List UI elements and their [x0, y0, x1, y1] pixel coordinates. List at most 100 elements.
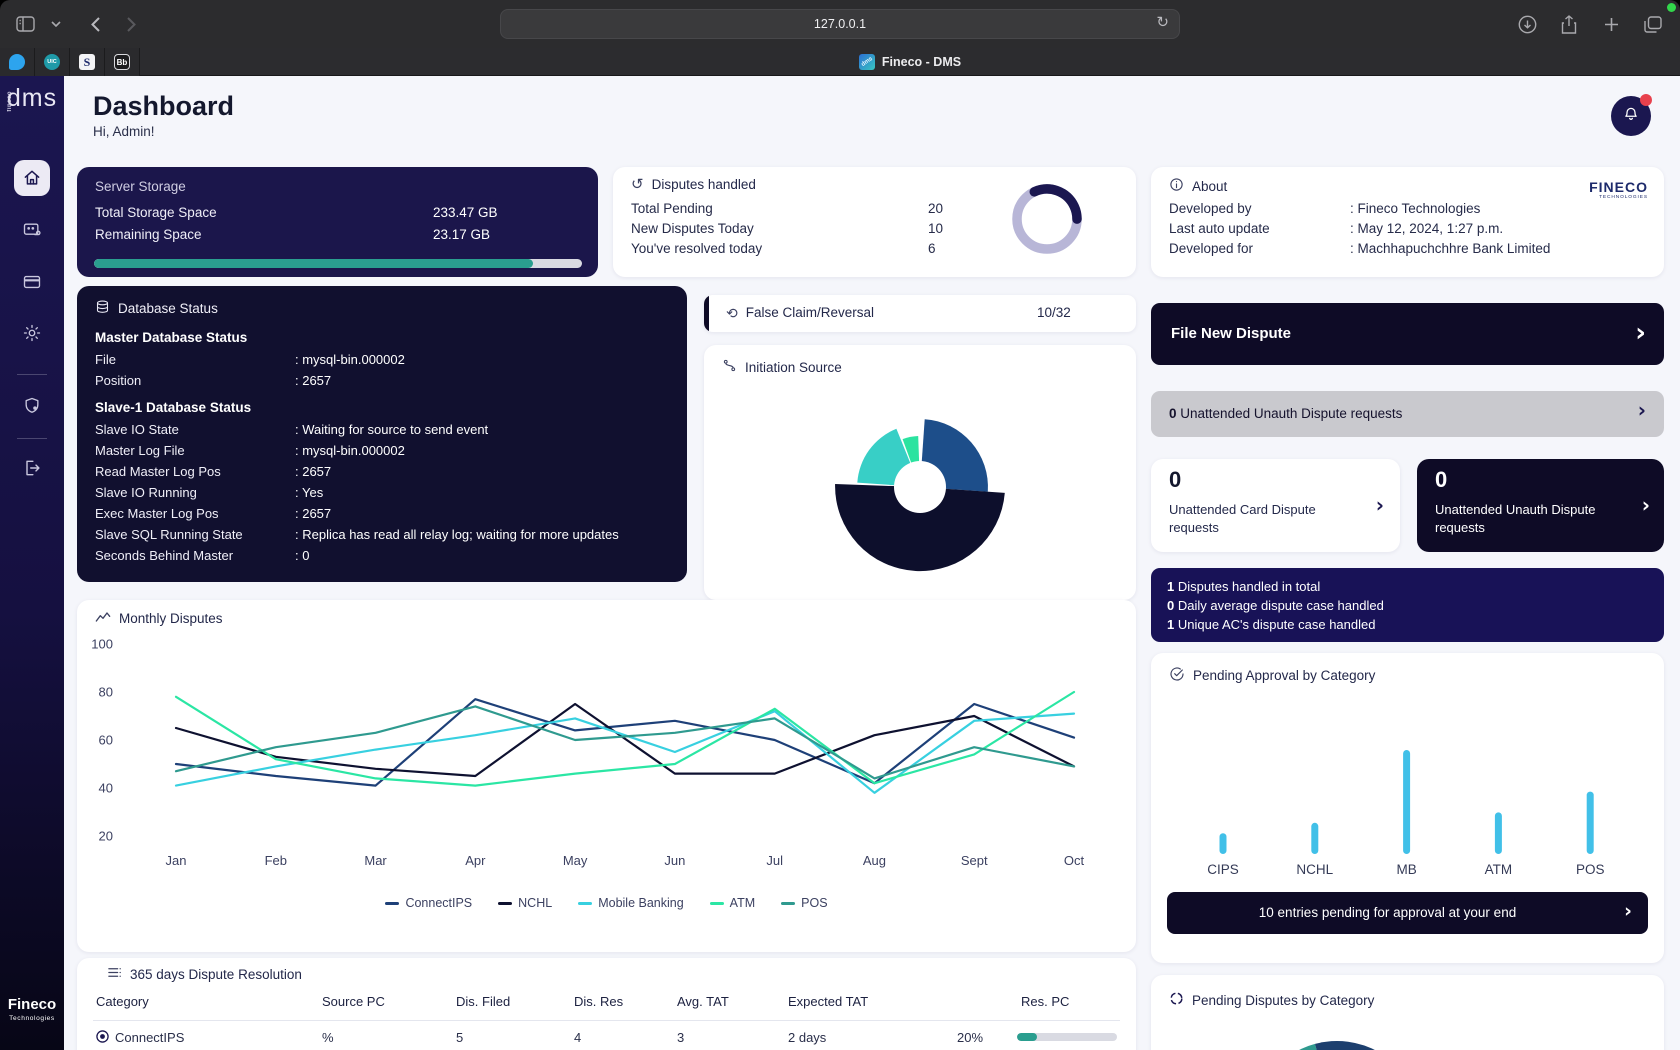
res-pc-bar	[1017, 1033, 1117, 1041]
url-text: 127.0.0.1	[813, 17, 867, 31]
disputes-row: You've resolved today 6	[631, 241, 936, 256]
share-icon[interactable]	[1558, 13, 1580, 35]
check-circle-icon	[1169, 666, 1185, 685]
svg-text:Aug: Aug	[863, 853, 886, 868]
unauth-dispute-requests-card[interactable]: 0 Unattended Unauth Dispute requests ›	[1417, 459, 1664, 552]
db-row: Seconds Behind Master: 0	[95, 548, 310, 563]
pending-entries-button[interactable]: 10 entries pending for approval at your …	[1167, 892, 1648, 934]
svg-text:POS: POS	[1576, 862, 1605, 877]
disputes-row: New Disputes Today 10	[631, 221, 944, 236]
initiation-source-card: Initiation Source	[704, 345, 1136, 600]
notifications-button[interactable]	[1611, 94, 1652, 136]
tab-title: Fineco - DMS	[881, 54, 962, 69]
bb-favicon: Bb	[114, 54, 130, 70]
sidebar-divider	[17, 374, 47, 375]
svg-text:80: 80	[99, 685, 113, 700]
card-dispute-requests-card[interactable]: 0 Unattended Card Dispute requests ›	[1151, 459, 1400, 552]
svg-text:Sept: Sept	[961, 853, 988, 868]
pinned-tab-s[interactable]: S	[70, 48, 105, 76]
svg-text:Oct: Oct	[1064, 853, 1085, 868]
app-logo-prefix: fineco	[7, 91, 13, 112]
cell-source-pc: %	[322, 1030, 334, 1045]
chevron-right-icon: ›	[1624, 900, 1632, 922]
tab-fineco-dms[interactable]: dms Fineco - DMS	[140, 48, 1680, 75]
column-header: Expected TAT	[788, 994, 869, 1009]
unauth-banner[interactable]: 0 Unattended Unauth Dispute requests ›	[1151, 391, 1664, 437]
monthly-disputes-card: Monthly Disputes 100 80 60 40 20 Jan Feb Mar Apr…	[77, 600, 1136, 952]
downloads-icon[interactable]	[1516, 13, 1538, 35]
db-row: Position: 2657	[95, 373, 332, 388]
sidebar-item-disputes[interactable]	[14, 212, 50, 248]
app-page: fineco dms Fineco Technologies Dashboard…	[0, 76, 1680, 1050]
chevron-right-icon: ›	[1641, 493, 1650, 517]
disputes-icon	[22, 220, 42, 240]
refresh-icon[interactable]: ↻	[1156, 14, 1169, 31]
browser-titlebar: 127.0.0.1 ↻	[0, 0, 1680, 48]
legend-item: ConnectIPS	[385, 896, 472, 910]
logout-icon	[22, 458, 42, 478]
notification-badge-dot	[1640, 94, 1652, 106]
pending-approval-bars: CIPS NCHL MB ATM POS	[1207, 750, 1605, 877]
chevron-right-icon: ›	[1635, 318, 1646, 348]
about-row: Last auto update: May 12, 2024, 1:27 p.m…	[1169, 221, 1504, 236]
chevron-right-icon: ›	[1637, 398, 1646, 422]
count-value: 0	[1435, 467, 1448, 492]
chevron-down-icon[interactable]	[50, 13, 62, 35]
bell-icon	[1622, 105, 1640, 128]
pending-approval-card: Pending Approval by Category CIPS NCHL MB A…	[1151, 653, 1664, 963]
false-claim-banner[interactable]: ⟲ False Claim/Reversal 10/32	[704, 295, 1136, 332]
legend-item: POS	[781, 896, 828, 910]
sidebar-divider	[17, 438, 47, 439]
pinned-tab-bb[interactable]: Bb	[105, 48, 140, 76]
svg-text:Mar: Mar	[364, 853, 387, 868]
uic-favicon: UIC	[44, 54, 60, 70]
disputes-row: Total Pending 20	[631, 201, 944, 216]
back-icon[interactable]	[84, 13, 106, 35]
file-new-dispute-button[interactable]: File New Dispute ›	[1151, 303, 1664, 365]
sidebar-item-home[interactable]	[14, 160, 50, 196]
sidebar-toggle-icon[interactable]	[14, 13, 36, 35]
sidebar-item-cards[interactable]	[14, 264, 50, 300]
unauth-banner-text: 0 Unattended Unauth Dispute requests	[1169, 406, 1403, 421]
db-row: Exec Master Log Pos: 2657	[95, 506, 332, 521]
about-row: Developed for: Machhapuchchhre Bank Limi…	[1169, 241, 1551, 256]
count-label: Unattended Unauth Dispute requests	[1435, 502, 1596, 535]
forward-icon[interactable]	[120, 13, 142, 35]
sidebar-item-logout[interactable]	[14, 450, 50, 486]
pending-disputes-card: Pending Disputes by Category	[1151, 975, 1664, 1050]
cell-res-pc: 20%	[957, 1030, 984, 1045]
app-logo-text: dms	[6, 84, 58, 112]
url-bar[interactable]: 127.0.0.1 ↻	[500, 9, 1180, 39]
svg-text:Feb: Feb	[265, 853, 287, 868]
svg-text:Apr: Apr	[465, 853, 486, 868]
disputes-handled-donut	[1012, 184, 1082, 254]
count-label: Unattended Card Dispute requests	[1169, 502, 1316, 535]
column-header: Dis. Filed	[456, 994, 511, 1009]
recording-indicator-dot	[1667, 3, 1676, 12]
new-tab-icon[interactable]	[1600, 13, 1622, 35]
banner-accent	[704, 295, 709, 332]
svg-text:MB: MB	[1396, 862, 1416, 877]
sidebar-item-admin[interactable]	[14, 388, 50, 424]
column-header: Avg. TAT	[677, 994, 729, 1009]
disputes-handled-card: ↺ Disputes handled Total Pending 20 New D…	[613, 167, 1136, 277]
database-status-header: Database Status	[95, 299, 218, 318]
db-row: File: mysql-bin.000002	[95, 352, 405, 367]
app-logo: fineco dms	[0, 84, 64, 113]
dispute-summary-card: 1 Disputes handled in total 0 Daily aver…	[1151, 568, 1664, 642]
summary-line: 0 Daily average dispute case handled	[1167, 598, 1384, 613]
tab-overview-icon[interactable]	[1642, 13, 1664, 35]
false-claim-value: 10/32	[1037, 305, 1071, 320]
line-chart-icon	[95, 610, 111, 627]
chat-favicon	[9, 54, 25, 70]
pinned-tab-chat[interactable]	[0, 48, 35, 76]
legend-item: NCHL	[498, 896, 552, 910]
route-icon	[722, 358, 737, 376]
sidebar-item-settings[interactable]	[14, 315, 50, 351]
storage-row: Remaining Space 23.17 GB	[95, 227, 491, 242]
sidebar-footer-brand: Fineco	[7, 996, 57, 1013]
pinned-tab-uic[interactable]: UIC	[35, 48, 70, 76]
svg-text:60: 60	[99, 733, 113, 748]
monthly-disputes-header: Monthly Disputes	[95, 610, 223, 627]
db-row: Slave SQL Running State: Replica has rea…	[95, 527, 619, 542]
